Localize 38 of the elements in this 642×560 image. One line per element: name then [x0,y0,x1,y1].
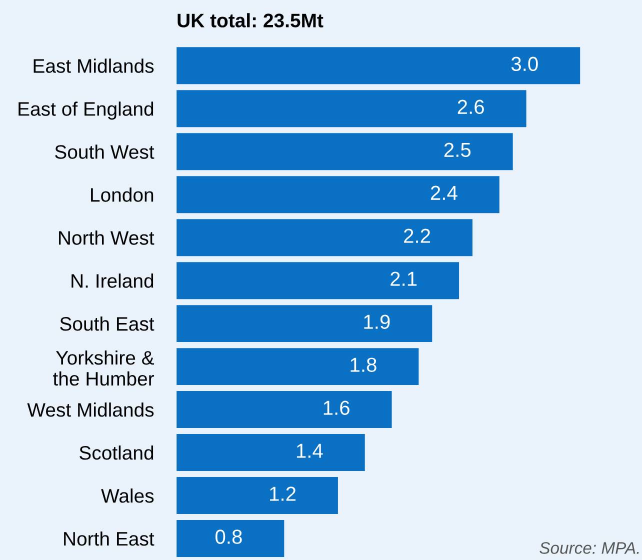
data-label: 2.4 [430,186,458,200]
bar [176,348,419,386]
data-label: 0.8 [216,530,242,544]
y-tick-label: South East [60,316,154,331]
data-label: 2.2 [404,228,430,243]
y-tick-label: Wales [101,488,154,503]
chart-title: UK total: 23.5Mt [178,13,324,28]
bar [176,90,526,128]
bar [176,391,392,428]
data-label: 1.8 [350,358,376,372]
bar [176,219,472,256]
bar [176,176,500,214]
annotation: Source: MPA. [540,542,639,554]
bar [176,434,365,472]
data-label: 1.9 [364,314,390,329]
bar [176,133,513,170]
y-tick-label: West Midlands [27,402,154,417]
y-tick-label: Yorkshire & the Humber [53,350,154,386]
bar [176,520,284,557]
bar [176,477,338,514]
data-label: 3.0 [511,56,538,72]
y-tick-label: London [91,188,154,202]
y-tick-label: North East [64,531,154,546]
bar [176,305,432,342]
data-label: 1.4 [296,444,323,458]
bar [176,47,580,84]
y-tick-label: East Midlands [34,58,154,73]
y-tick-label: North West [59,230,154,245]
y-tick-label: South West [55,144,154,159]
data-label: 1.6 [324,400,350,415]
data-label: 2.1 [390,272,417,286]
bar [176,262,460,300]
data-label: 1.2 [270,486,296,501]
y-tick-label: Scotland [80,445,154,460]
y-tick-label: N. Ireland [72,274,154,288]
y-tick-label: East of England [18,102,154,120]
data-label: 2.6 [458,100,484,114]
data-label: 2.5 [444,142,471,158]
